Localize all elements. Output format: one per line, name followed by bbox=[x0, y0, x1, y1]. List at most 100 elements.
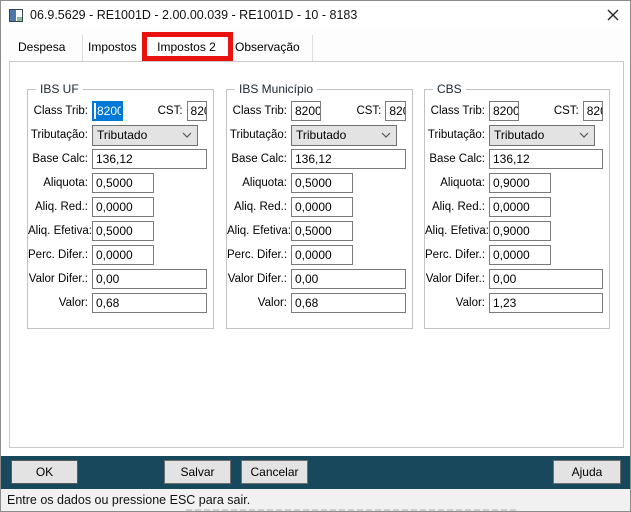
row-class-trib: Class Trib: 820005 CST: 820 bbox=[28, 101, 207, 121]
group-title: CBS bbox=[433, 82, 466, 96]
aliq-red-label: Aliq. Red.: bbox=[233, 201, 287, 213]
button-bar: OK Salvar Cancelar Ajuda bbox=[1, 456, 630, 489]
tab-bar: Despesa Impostos Impostos 2 Observação bbox=[1, 29, 630, 61]
tab-impostos-2[interactable]: Impostos 2 bbox=[143, 35, 231, 61]
perc-difer-label: Perc. Difer.: bbox=[425, 249, 486, 261]
group-title: IBS Município bbox=[235, 82, 318, 96]
group-title: IBS UF bbox=[36, 82, 83, 96]
aliq-efetiva-input[interactable]: 0,5000 bbox=[291, 221, 353, 241]
chevron-down-icon bbox=[381, 132, 391, 138]
aliq-efetiva-input[interactable]: 0,5000 bbox=[92, 221, 154, 241]
valor-difer-input[interactable]: 0,00 bbox=[489, 269, 603, 289]
row-aliquota: Aliquota: 0,5000 bbox=[28, 173, 207, 193]
valor-input[interactable]: 0,68 bbox=[291, 293, 406, 313]
tab-observacao[interactable]: Observação bbox=[231, 35, 313, 61]
row-aliq-efetiva: Aliq. Efetiva: 0,5000 bbox=[28, 221, 207, 241]
base-calc-label: Base Calc: bbox=[429, 153, 485, 165]
aliquota-input[interactable]: 0,5000 bbox=[291, 173, 353, 193]
row-aliq-efetiva: Aliq. Efetiva: 0,9000 bbox=[425, 221, 603, 241]
class-trib-label: Class Trib: bbox=[232, 105, 287, 117]
tab-impostos[interactable]: Impostos bbox=[83, 35, 143, 61]
valor-input[interactable]: 0,68 bbox=[92, 293, 207, 313]
row-perc-difer: Perc. Difer.: 0,0000 bbox=[28, 245, 207, 265]
valor-difer-input[interactable]: 0,00 bbox=[92, 269, 207, 289]
close-button[interactable] bbox=[605, 7, 621, 23]
valor-input[interactable]: 1,23 bbox=[489, 293, 603, 313]
perc-difer-input[interactable]: 0,0000 bbox=[489, 245, 551, 265]
clipped-text-artifact bbox=[186, 509, 516, 511]
aliq-efetiva-label: Aliq. Efetiva: bbox=[227, 225, 291, 237]
aliquota-label: Aliquota: bbox=[43, 177, 88, 189]
valor-label: Valor: bbox=[455, 297, 485, 309]
row-valor: Valor: 0,68 bbox=[28, 293, 207, 313]
ajuda-button[interactable]: Ajuda bbox=[553, 460, 621, 484]
salvar-button[interactable]: Salvar bbox=[164, 460, 231, 484]
tributacao-label: Tributação: bbox=[229, 129, 287, 141]
aliq-red-input[interactable]: 0,0000 bbox=[92, 197, 154, 217]
class-trib-label: Class Trib: bbox=[33, 105, 88, 117]
title-bar: 06.9.5629 - RE1001D - 2.00.00.039 - RE10… bbox=[1, 1, 630, 29]
chevron-down-icon bbox=[579, 132, 589, 138]
row-class-trib: Class Trib: 820005 CST: 820 bbox=[425, 101, 603, 121]
tributacao-label: Tributação: bbox=[30, 129, 88, 141]
base-calc-input[interactable]: 136,12 bbox=[291, 149, 406, 169]
tributacao-label: Tributação: bbox=[427, 129, 485, 141]
perc-difer-label: Perc. Difer.: bbox=[28, 249, 89, 261]
row-aliq-efetiva: Aliq. Efetiva: 0,5000 bbox=[227, 221, 406, 241]
row-aliq-red: Aliq. Red.: 0,0000 bbox=[227, 197, 406, 217]
cst-label: CST: bbox=[356, 105, 382, 117]
row-base-calc: Base Calc: 136,12 bbox=[28, 149, 207, 169]
valor-difer-label: Valor Difer.: bbox=[28, 273, 88, 285]
aliq-red-input[interactable]: 0,0000 bbox=[489, 197, 551, 217]
group-cbs: CBS Class Trib: 820005 CST: 820 Tributaç… bbox=[424, 82, 610, 329]
cst-label: CST: bbox=[157, 105, 183, 117]
ok-button[interactable]: OK bbox=[11, 460, 78, 484]
valor-difer-label: Valor Difer.: bbox=[227, 273, 287, 285]
row-class-trib: Class Trib: 820005 CST: 820 bbox=[227, 101, 406, 121]
cst-input[interactable]: 820 bbox=[186, 101, 207, 121]
class-trib-input[interactable]: 820005 bbox=[92, 101, 123, 121]
base-calc-input[interactable]: 136,12 bbox=[92, 149, 207, 169]
cst-input[interactable]: 820 bbox=[385, 101, 406, 121]
base-calc-label: Base Calc: bbox=[32, 153, 88, 165]
perc-difer-label: Perc. Difer.: bbox=[227, 249, 288, 261]
row-base-calc: Base Calc: 136,12 bbox=[425, 149, 603, 169]
perc-difer-input[interactable]: 0,0000 bbox=[291, 245, 353, 265]
row-perc-difer: Perc. Difer.: 0,0000 bbox=[425, 245, 603, 265]
row-valor: Valor: 0,68 bbox=[227, 293, 406, 313]
base-calc-label: Base Calc: bbox=[231, 153, 287, 165]
row-valor: Valor: 1,23 bbox=[425, 293, 603, 313]
valor-label: Valor: bbox=[257, 297, 287, 309]
cancelar-button[interactable]: Cancelar bbox=[241, 460, 308, 484]
row-perc-difer: Perc. Difer.: 0,0000 bbox=[227, 245, 406, 265]
cst-input[interactable]: 820 bbox=[582, 101, 603, 121]
aliq-red-input[interactable]: 0,0000 bbox=[291, 197, 353, 217]
valor-difer-input[interactable]: 0,00 bbox=[291, 269, 406, 289]
aliquota-input[interactable]: 0,9000 bbox=[489, 173, 551, 193]
tab-content-frame: IBS UF Class Trib: 820005 CST: 820 Tribu… bbox=[9, 61, 624, 448]
aliq-efetiva-label: Aliq. Efetiva: bbox=[28, 225, 92, 237]
app-window-icon bbox=[9, 8, 23, 22]
row-aliquota: Aliquota: 0,5000 bbox=[227, 173, 406, 193]
aliq-efetiva-input[interactable]: 0,9000 bbox=[489, 221, 551, 241]
row-base-calc: Base Calc: 136,12 bbox=[227, 149, 406, 169]
class-trib-input[interactable]: 820005 bbox=[291, 101, 322, 121]
tributacao-select[interactable]: Tributado bbox=[291, 124, 397, 146]
perc-difer-input[interactable]: 0,0000 bbox=[92, 245, 154, 265]
row-valor-difer: Valor Difer.: 0,00 bbox=[227, 269, 406, 289]
aliquota-input[interactable]: 0,5000 bbox=[92, 173, 154, 193]
close-icon bbox=[607, 9, 619, 21]
row-valor-difer: Valor Difer.: 0,00 bbox=[28, 269, 207, 289]
aliq-efetiva-label: Aliq. Efetiva: bbox=[425, 225, 489, 237]
tributacao-select[interactable]: Tributado bbox=[489, 124, 595, 146]
valor-difer-label: Valor Difer.: bbox=[425, 273, 485, 285]
tributacao-select[interactable]: Tributado bbox=[92, 124, 198, 146]
class-trib-input[interactable]: 820005 bbox=[489, 101, 519, 121]
aliq-red-label: Aliq. Red.: bbox=[431, 201, 485, 213]
status-bar: Entre os dados ou pressione ESC para sai… bbox=[1, 489, 630, 511]
base-calc-input[interactable]: 136,12 bbox=[489, 149, 603, 169]
cst-label: CST: bbox=[553, 105, 579, 117]
tab-despesa[interactable]: Despesa bbox=[13, 35, 83, 61]
row-tributacao: Tributação: Tributado bbox=[227, 124, 406, 146]
